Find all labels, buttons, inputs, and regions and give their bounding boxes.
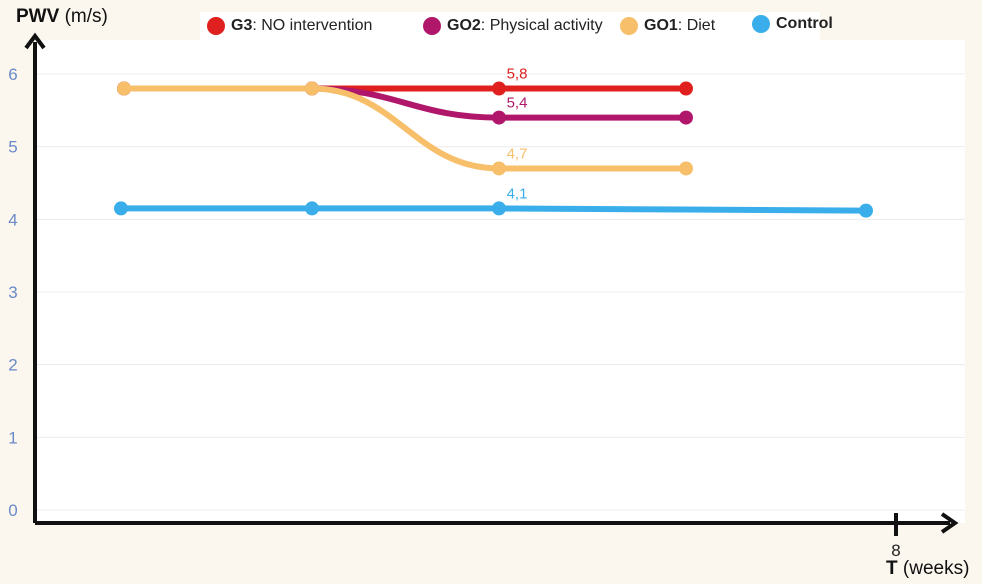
- y-tick-label: 0: [8, 501, 17, 520]
- y-tick-label: 3: [8, 283, 17, 302]
- legend-series-desc: : Physical activity: [480, 17, 603, 34]
- legend-swatch-control: [752, 15, 770, 33]
- data-point-control: [305, 201, 319, 216]
- x-axis-title: T (weeks): [886, 558, 969, 580]
- data-point-control: [492, 201, 506, 216]
- legend-item-go1: GO1 : Diet: [620, 17, 715, 35]
- x-tick-label: 8: [891, 541, 900, 560]
- y-tick-label: 4: [8, 210, 17, 229]
- legend-series-name: GO1: [644, 17, 678, 34]
- legend-item-control: Control: [752, 15, 833, 33]
- legend-series-desc: : NO intervention: [252, 17, 373, 34]
- legend-series-desc: : Diet: [677, 17, 716, 34]
- legend-swatch-g3: [207, 17, 225, 35]
- series-line-control: [118, 205, 869, 214]
- series-line-go1: [121, 85, 689, 172]
- data-point-control: [114, 201, 128, 216]
- y-axis-name: PWV: [16, 6, 60, 27]
- legend-swatch-go1: [620, 17, 638, 35]
- data-point-go1: [305, 81, 319, 96]
- legend-item-g3: G3 : NO intervention: [207, 17, 372, 35]
- y-axis-title: PWV (m/s): [16, 6, 108, 28]
- data-point-go1: [679, 161, 693, 176]
- x-axis-name: T: [886, 558, 898, 579]
- y-axis-unit: (m/s): [64, 6, 108, 27]
- legend-background: [200, 12, 820, 44]
- data-point-go2: [679, 110, 693, 125]
- data-label: 4,1: [507, 185, 528, 202]
- data-label: 5,4: [507, 95, 528, 112]
- y-tick-label: 5: [8, 138, 17, 157]
- data-point-control: [859, 203, 873, 218]
- legend-series-name: Control: [776, 15, 833, 32]
- legend-series-name: GO2: [447, 17, 481, 34]
- data-point-go1: [492, 161, 506, 176]
- y-tick-label: 2: [8, 356, 17, 375]
- data-point-g3: [679, 81, 693, 96]
- data-label: 5,8: [507, 66, 528, 83]
- data-label: 4,7: [507, 145, 528, 162]
- y-tick-label: 6: [8, 65, 17, 84]
- x-axis-arrow-icon: [940, 512, 959, 534]
- legend-series-name: G3: [231, 17, 253, 34]
- y-axis-arrow-icon: [24, 32, 46, 50]
- legend-item-go2: GO2 : Physical activity: [423, 17, 603, 35]
- legend-swatch-go2: [423, 17, 441, 35]
- y-tick-label: 1: [8, 428, 17, 447]
- data-point-g3: [492, 81, 506, 96]
- data-point-go2: [492, 110, 506, 125]
- data-point-go1: [117, 81, 131, 96]
- x-axis-unit: (weeks): [902, 558, 970, 579]
